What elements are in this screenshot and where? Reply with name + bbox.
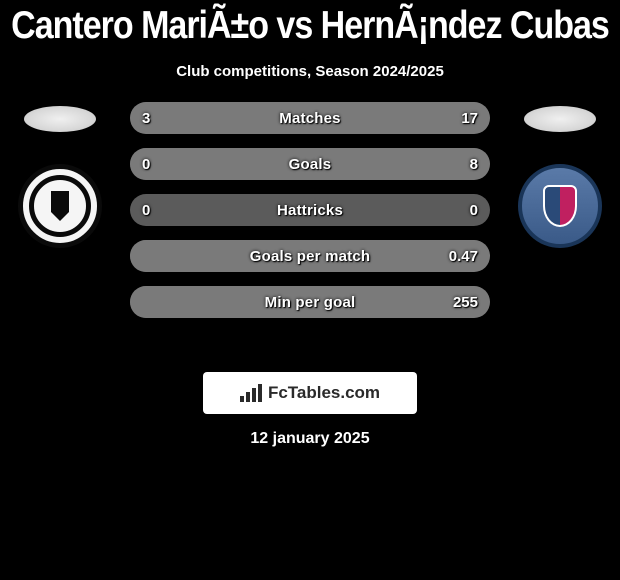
stat-label: Goals per match: [130, 240, 490, 272]
stat-right-value: 8: [470, 148, 478, 180]
left-player-column: [0, 102, 120, 248]
left-player-photo: [24, 106, 96, 132]
stat-row-hattricks: 0 Hattricks 0: [130, 194, 490, 226]
stats-list: 3 Matches 17 0 Goals 8 0 Hattricks 0: [130, 102, 490, 332]
stat-label: Goals: [130, 148, 490, 180]
stat-label: Min per goal: [130, 286, 490, 318]
right-player-column: [500, 102, 620, 248]
brand-text: FcTables.com: [268, 383, 380, 403]
stat-row-min-per-goal: Min per goal 255: [130, 286, 490, 318]
page-title: Cantero MariÃ±o vs HernÃ¡ndez Cubas: [0, 0, 620, 48]
stat-right-value: 17: [461, 102, 478, 134]
stat-right-value: 0.47: [449, 240, 478, 272]
brand-badge[interactable]: FcTables.com: [203, 372, 417, 414]
bars-icon: [240, 384, 262, 402]
stat-row-matches: 3 Matches 17: [130, 102, 490, 134]
right-player-photo: [524, 106, 596, 132]
stat-label: Matches: [130, 102, 490, 134]
right-club-badge-icon: [518, 164, 602, 248]
snapshot-date: 12 january 2025: [0, 430, 620, 448]
stat-row-goals-per-match: Goals per match 0.47: [130, 240, 490, 272]
left-club-badge-icon: [18, 164, 102, 248]
stat-right-value: 0: [470, 194, 478, 226]
comparison-card: Cantero MariÃ±o vs HernÃ¡ndez Cubas Club…: [0, 0, 620, 448]
stat-row-goals: 0 Goals 8: [130, 148, 490, 180]
stat-right-value: 255: [453, 286, 478, 318]
stat-label: Hattricks: [130, 194, 490, 226]
season-subtitle: Club competitions, Season 2024/2025: [0, 63, 620, 80]
comparison-body: 3 Matches 17 0 Goals 8 0 Hattricks 0: [0, 102, 620, 362]
